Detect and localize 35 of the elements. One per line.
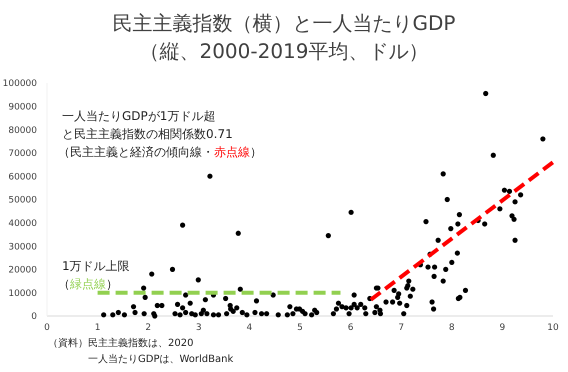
- annotation: （民主主義と経済の傾向線・: [58, 145, 214, 159]
- text: 一人当たりGDPは、WorldBank: [88, 353, 234, 365]
- x-tick-label: 9: [500, 323, 506, 333]
- x-tick-label: 1: [94, 323, 100, 333]
- annotation: 一人当たりGDPが1万ドル超: [62, 109, 216, 123]
- y-tick-label: 50000: [8, 196, 38, 206]
- y-tick-label: 30000: [8, 242, 38, 252]
- chart-title: 民主主義指数（横）と一人当たりGDP: [112, 11, 456, 35]
- y-tick-label: 40000: [8, 218, 38, 229]
- y-tick-label: 0: [31, 312, 38, 322]
- annotation: 緑点線: [69, 277, 106, 291]
- y-tick-label: 90000: [8, 102, 38, 112]
- annotation: と民主主義指数の相関係数0.71: [62, 127, 233, 141]
- y-tick-label: 20000: [8, 266, 38, 276]
- x-tick-label: 6: [348, 323, 354, 333]
- x-tick-label: 7: [398, 323, 404, 333]
- x-tick-label: 5: [297, 323, 303, 333]
- annotation: （: [58, 277, 70, 291]
- x-tick-label: 4: [246, 323, 253, 333]
- y-tick-label: 80000: [8, 126, 38, 136]
- y-tick-label: 70000: [8, 149, 38, 160]
- y-tick-label: 60000: [8, 172, 38, 182]
- chart-subtitle: （縦、2000-2019平均、ドル）: [139, 39, 429, 63]
- x-tick-label: 3: [196, 323, 202, 333]
- y-tick-label: 10000: [8, 288, 38, 299]
- x-tick-label: 0: [44, 323, 50, 333]
- y-tick-label: 100000: [2, 79, 38, 90]
- annotation: 赤点線: [214, 145, 250, 159]
- annotation: ）: [106, 277, 118, 291]
- x-tick-label: 10: [547, 323, 559, 333]
- x-tick-label: 2: [145, 323, 152, 333]
- text: （資料）民主主義指数は、2020: [48, 337, 194, 349]
- x-tick-label: 8: [448, 323, 455, 333]
- annotation: 1万ドル上限: [62, 259, 130, 273]
- annotation: ）: [250, 145, 262, 159]
